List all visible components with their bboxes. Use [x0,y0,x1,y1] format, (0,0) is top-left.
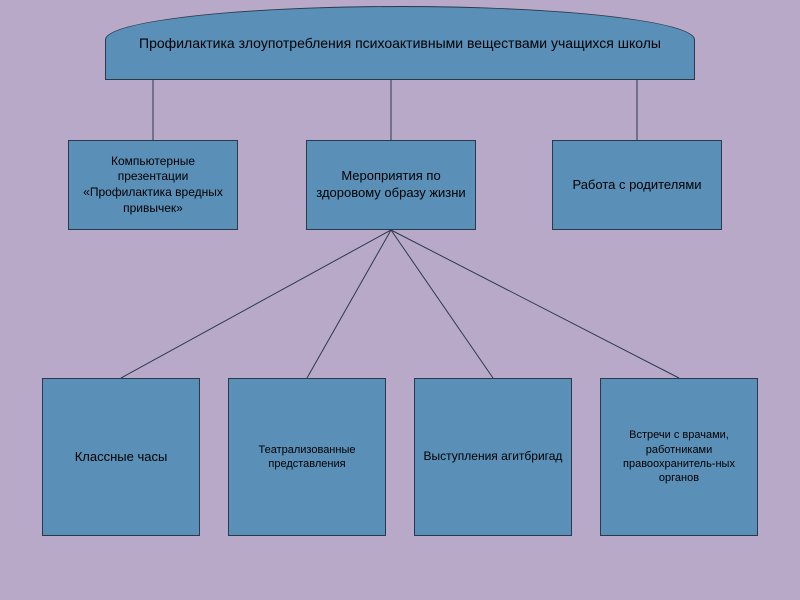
level2-node-presentations: Компьютерные презентации «Профилактика в… [68,140,238,230]
node-label: Мероприятия по здоровому образу жизни [313,168,469,202]
header-node: Профилактика злоупотребления психоактивн… [105,6,695,80]
level3-node-theatre: Театрализованные представления [228,378,386,536]
node-label: Выступления агитбригад [424,449,563,465]
node-label: Театрализованные представления [235,443,379,472]
header-text: Профилактика злоупотребления психоактивн… [139,34,661,52]
level3-node-class-hours: Классные часы [42,378,200,536]
node-label: Классные часы [75,449,168,466]
level2-node-health-events: Мероприятия по здоровому образу жизни [306,140,476,230]
node-label: Компьютерные презентации «Профилактика в… [75,154,231,216]
level3-node-agitbrigades: Выступления агитбригад [414,378,572,536]
level2-node-parents: Работа с родителями [552,140,722,230]
node-label: Встречи с врачами, работниками правоохра… [607,428,751,485]
level3-node-doctors: Встречи с врачами, работниками правоохра… [600,378,758,536]
node-label: Работа с родителями [572,177,701,194]
